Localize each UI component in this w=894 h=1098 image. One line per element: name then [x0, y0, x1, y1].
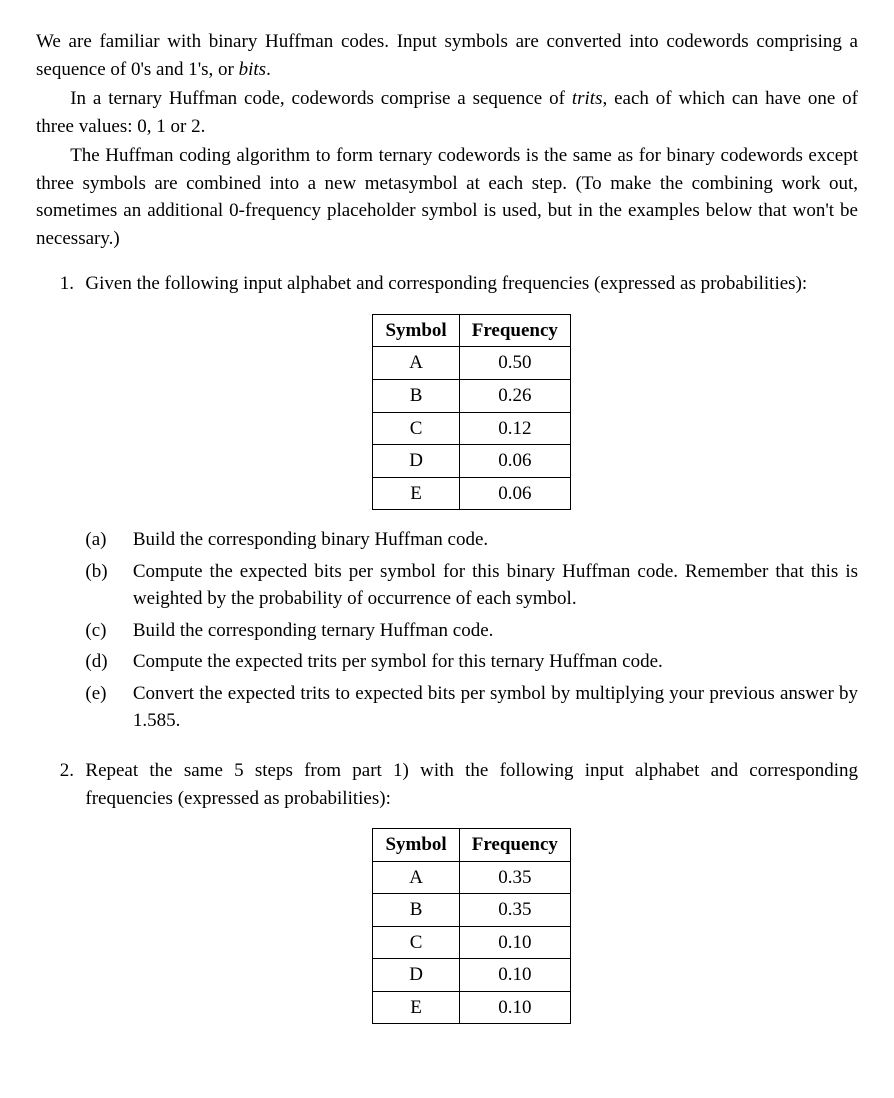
q1-part-e: (e)Convert the expected trits to expecte…	[85, 680, 858, 735]
part-text: Compute the expected bits per symbol for…	[133, 558, 858, 613]
intro-paragraph-1: We are familiar with binary Huffman code…	[36, 28, 858, 83]
cell-freq: 0.10	[459, 991, 570, 1024]
cell-symbol: A	[373, 347, 459, 380]
cell-symbol: B	[373, 380, 459, 413]
q1-frequency-table: Symbol Frequency A0.50 B0.26 C0.12 D0.06…	[372, 314, 570, 510]
cell-freq: 0.26	[459, 380, 570, 413]
table-header-row: Symbol Frequency	[373, 314, 570, 347]
cell-symbol: B	[373, 894, 459, 927]
part-marker: (c)	[85, 617, 132, 645]
q1-part-a: (a)Build the corresponding binary Huffma…	[85, 526, 858, 554]
part-marker: (b)	[85, 558, 132, 613]
q1-th-frequency: Frequency	[459, 314, 570, 347]
part-text: Build the corresponding ternary Huffman …	[133, 617, 858, 645]
cell-symbol: C	[373, 412, 459, 445]
q2-th-frequency: Frequency	[459, 829, 570, 862]
q1-part-c: (c)Build the corresponding ternary Huffm…	[85, 617, 858, 645]
table-row: D0.10	[373, 959, 570, 992]
q1-part-d: (d)Compute the expected trits per symbol…	[85, 648, 858, 676]
cell-symbol: E	[373, 991, 459, 1024]
cell-freq: 0.35	[459, 894, 570, 927]
intro-p2-trits: trits	[572, 88, 603, 109]
q1-part-b: (b)Compute the expected bits per symbol …	[85, 558, 858, 613]
part-marker: (a)	[85, 526, 132, 554]
cell-freq: 0.10	[459, 926, 570, 959]
cell-symbol: D	[373, 445, 459, 478]
intro-p2-a: In a ternary Huffman code, codewords com…	[70, 88, 572, 109]
table-row: C0.10	[373, 926, 570, 959]
part-marker: (e)	[85, 680, 132, 735]
cell-symbol: E	[373, 477, 459, 510]
part-marker: (d)	[85, 648, 132, 676]
table-row: E0.10	[373, 991, 570, 1024]
cell-symbol: A	[373, 861, 459, 894]
part-text: Convert the expected trits to expected b…	[133, 680, 858, 735]
cell-freq: 0.12	[459, 412, 570, 445]
cell-freq: 0.50	[459, 347, 570, 380]
part-text: Compute the expected trits per symbol fo…	[133, 648, 858, 676]
q1-lead: Given the following input alphabet and c…	[85, 270, 858, 298]
table-row: B0.26	[373, 380, 570, 413]
q1-marker: 1.	[36, 270, 85, 739]
question-list: 1. Given the following input alphabet an…	[36, 270, 858, 1040]
part-text: Build the corresponding binary Huffman c…	[133, 526, 858, 554]
cell-freq: 0.10	[459, 959, 570, 992]
intro-p1-end: .	[266, 59, 271, 80]
q2-th-symbol: Symbol	[373, 829, 459, 862]
q2-lead: Repeat the same 5 steps from part 1) wit…	[85, 757, 858, 812]
cell-symbol: C	[373, 926, 459, 959]
q1-parts: (a)Build the corresponding binary Huffma…	[85, 526, 858, 735]
cell-freq: 0.06	[459, 445, 570, 478]
table-row: C0.12	[373, 412, 570, 445]
table-row: A0.35	[373, 861, 570, 894]
cell-symbol: D	[373, 959, 459, 992]
cell-freq: 0.06	[459, 477, 570, 510]
q1-th-symbol: Symbol	[373, 314, 459, 347]
table-row: B0.35	[373, 894, 570, 927]
table-row: E0.06	[373, 477, 570, 510]
table-row: D0.06	[373, 445, 570, 478]
intro-paragraph-2: In a ternary Huffman code, codewords com…	[36, 85, 858, 140]
cell-freq: 0.35	[459, 861, 570, 894]
question-2: 2. Repeat the same 5 steps from part 1) …	[36, 757, 858, 1040]
intro-p1-text: We are familiar with binary Huffman code…	[36, 31, 858, 80]
intro-p1-bits: bits	[239, 59, 266, 80]
q2-marker: 2.	[36, 757, 85, 1040]
intro-paragraph-3: The Huffman coding algorithm to form ter…	[36, 142, 858, 252]
q2-frequency-table: Symbol Frequency A0.35 B0.35 C0.10 D0.10…	[372, 828, 570, 1024]
table-row: A0.50	[373, 347, 570, 380]
question-1: 1. Given the following input alphabet an…	[36, 270, 858, 739]
table-header-row: Symbol Frequency	[373, 829, 570, 862]
